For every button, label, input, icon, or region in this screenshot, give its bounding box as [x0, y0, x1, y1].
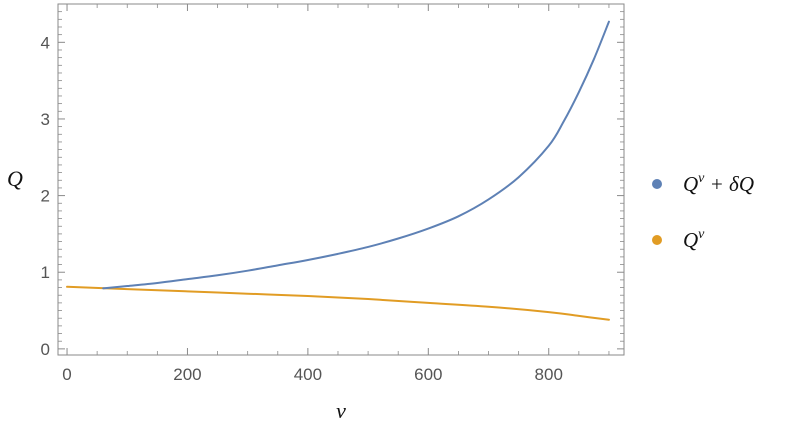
x-tick-label: 600 [414, 365, 442, 384]
x-tick-label: 400 [294, 365, 322, 384]
series-line-q-plus-delta [102, 20, 610, 290]
ticks-layer: 0 200 400 600 800 0 1 2 3 4 [41, 4, 624, 384]
legend-marker [652, 235, 662, 245]
legend-label: Qv + δQ [683, 171, 754, 196]
y-tick-label: 0 [41, 340, 50, 359]
plot-frame [57, 3, 625, 356]
y-axis-title: Q [7, 166, 23, 191]
y-tick-label: 2 [41, 187, 50, 206]
series-layer [66, 20, 610, 321]
series-line-q [66, 285, 610, 321]
legend-marker [652, 179, 662, 189]
x-axis-title: v [336, 398, 346, 423]
legend: Qv + δQ Qv [652, 171, 754, 252]
legend-label: Qv [683, 227, 705, 252]
x-tick-label: 0 [62, 365, 71, 384]
y-tick-label: 4 [41, 33, 50, 52]
plot-frame-layer [57, 3, 625, 356]
y-tick-label: 3 [41, 110, 50, 129]
x-tick-label: 800 [535, 365, 563, 384]
y-tick-label: 1 [41, 263, 50, 282]
x-tick-label: 200 [173, 365, 201, 384]
